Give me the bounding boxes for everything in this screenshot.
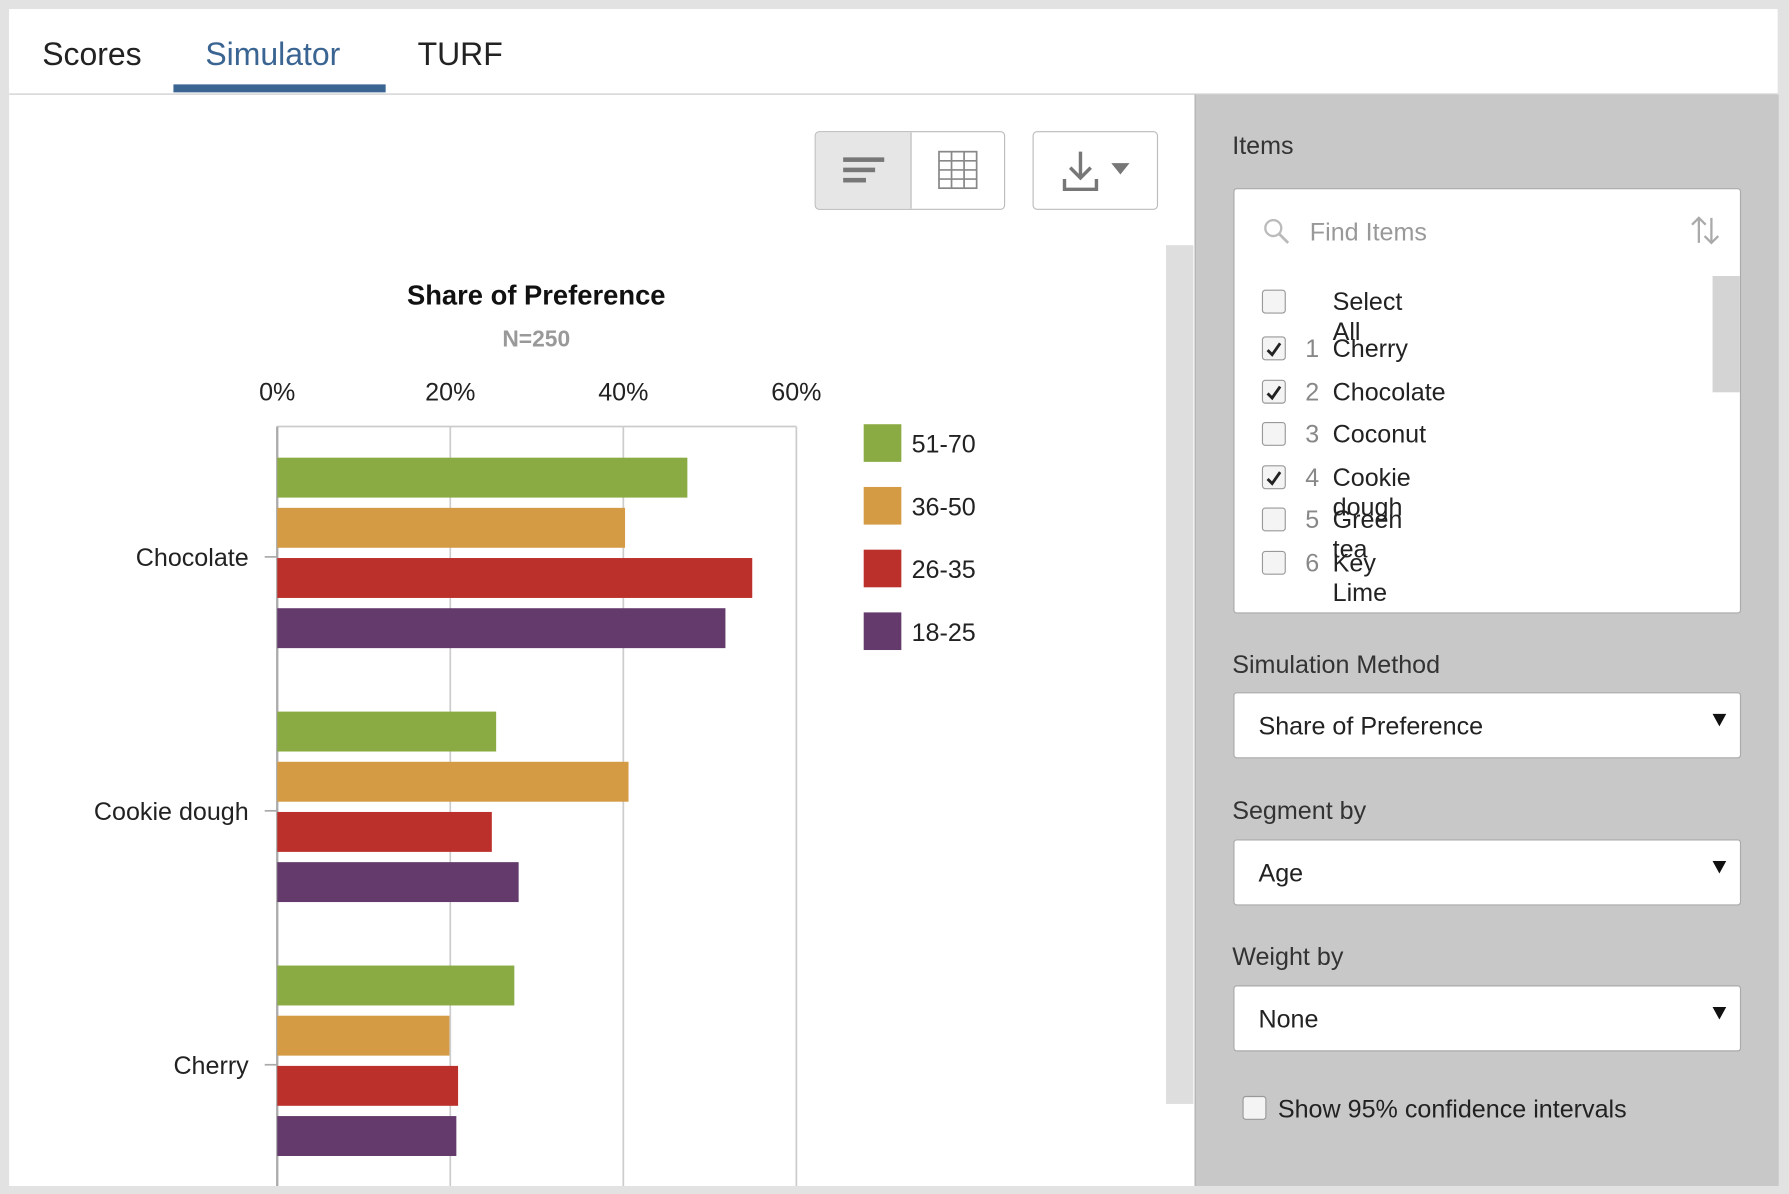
y-tick-label: Chocolate	[136, 544, 249, 572]
label: Items	[1232, 131, 1294, 160]
select-value: None	[1258, 1004, 1319, 1034]
checkbox[interactable]	[1261, 507, 1286, 532]
tab-bar: Scores Simulator TURF	[9, 9, 1778, 95]
items-box: Find Items Select All 1 Cherry 2 Chocolate 3…	[1233, 188, 1742, 614]
method-select[interactable]: Share of Preference	[1233, 692, 1742, 759]
dropdown-arrow	[1712, 861, 1727, 874]
legend-swatch	[863, 612, 902, 651]
checkbox[interactable]	[1261, 550, 1286, 575]
tab[interactable]: TURF	[417, 36, 503, 72]
item-name: Cookie dough	[1332, 462, 1411, 521]
bar	[277, 507, 626, 548]
chart-title: Share of Preference	[407, 279, 666, 310]
select-value: Age	[1258, 858, 1304, 888]
item-number: 3	[1305, 419, 1320, 449]
checkbox[interactable]	[1261, 336, 1286, 361]
search-input[interactable]: Find Items	[1309, 217, 1427, 247]
label: Weight by	[1232, 941, 1344, 971]
bar	[277, 1065, 459, 1106]
bar	[277, 558, 753, 598]
side-panel: Items Find Items Select All 1 Cherry 2 Choc…	[1194, 94, 1779, 1187]
item-name: Key Lime	[1332, 547, 1388, 607]
legend-swatch	[863, 424, 902, 462]
check-mark	[1266, 385, 1282, 400]
tab[interactable]: Scores	[42, 36, 142, 72]
download-button[interactable]	[1032, 131, 1159, 210]
check-mark	[1266, 342, 1282, 357]
bar	[277, 608, 726, 649]
legend-label: 36-50	[912, 493, 976, 521]
item-name: Green tea	[1332, 505, 1403, 564]
select-value: Share of Preference	[1258, 711, 1484, 741]
label: Segment by	[1232, 795, 1367, 825]
sort-icon[interactable]	[1689, 214, 1723, 248]
dropdown-arrow	[1712, 713, 1727, 727]
legend-label: 18-25	[912, 619, 976, 647]
y-tick-label: Cherry	[173, 1052, 249, 1080]
x-tick-label: 60%	[771, 378, 821, 406]
legend-swatch	[863, 486, 902, 525]
item-name: Coconut	[1332, 419, 1427, 449]
label: Simulation Method	[1232, 650, 1441, 679]
tab-underline	[173, 84, 386, 93]
download-icon	[1062, 151, 1130, 192]
bar	[277, 1116, 457, 1156]
list-scrollbar[interactable]	[1712, 275, 1740, 393]
checkbox[interactable]	[1261, 289, 1286, 314]
item-name: Chocolate	[1332, 376, 1446, 406]
table-view-button[interactable]	[912, 132, 1004, 208]
item-number: 5	[1305, 505, 1320, 534]
bar	[277, 965, 515, 1006]
bar	[277, 761, 629, 802]
view-toggle	[814, 131, 1006, 210]
item-name: Cherry	[1332, 334, 1408, 363]
bar	[277, 457, 688, 498]
search-icon	[1264, 218, 1290, 244]
x-tick-label: 40%	[598, 378, 648, 406]
bar	[277, 811, 492, 852]
item-name: Select All	[1332, 287, 1403, 346]
bar	[277, 711, 497, 752]
chart-view-button[interactable]	[815, 132, 912, 209]
legend-label: 51-70	[912, 431, 976, 459]
tab-active[interactable]: Simulator	[205, 36, 341, 72]
checkbox-label[interactable]: Show 95% confidence intervals	[1277, 1094, 1627, 1124]
legend-label: 26-35	[912, 556, 976, 584]
check-mark	[1266, 470, 1282, 486]
item-number: 4	[1305, 462, 1320, 491]
y-tick-label: Cookie dough	[94, 798, 249, 826]
x-tick-label: 20%	[425, 378, 475, 406]
x-tick-label: 0%	[259, 378, 295, 406]
bars-icon	[843, 157, 885, 183]
bar	[277, 862, 519, 903]
legend-swatch	[863, 549, 902, 588]
checkbox[interactable]	[1242, 1095, 1267, 1120]
checkbox[interactable]	[1261, 464, 1286, 489]
dropdown-arrow	[1712, 1006, 1727, 1020]
bar	[277, 1015, 450, 1056]
item-number: 1	[1305, 334, 1320, 363]
scrollbar[interactable]	[1166, 245, 1194, 1104]
item-number: 2	[1305, 376, 1320, 406]
checkbox[interactable]	[1261, 421, 1286, 446]
chart-subtitle: N=250	[502, 326, 570, 352]
segment-select[interactable]: Age	[1233, 839, 1742, 906]
checkbox[interactable]	[1261, 379, 1286, 404]
chart: Share of Preference N=250 0% 20% 40% 60% Cho…	[94, 279, 976, 1187]
item-number: 6	[1305, 547, 1320, 577]
weight-select[interactable]: None	[1233, 985, 1742, 1052]
table-icon	[938, 150, 978, 190]
